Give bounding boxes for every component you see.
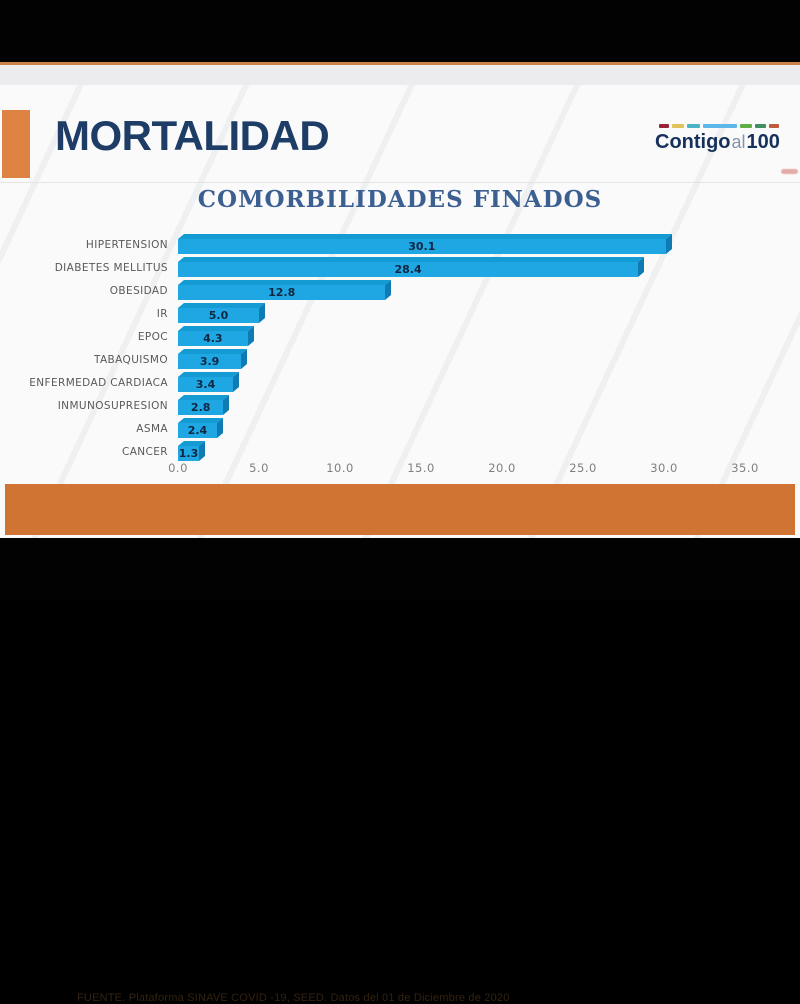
bar-row: CANCER 1.3 [0,440,800,463]
category-label: CANCER [121,445,168,458]
bar-value-label: 3.9 [199,355,220,368]
logo-dash [703,124,737,128]
x-axis: 0.0 5.0 10.0 15.0 20.0 25.0 30.0 35.0 [168,461,758,477]
bar-side-face [241,348,248,369]
top-letterbox-bar [0,0,800,62]
category-label: ENFERMEDAD CARDIACA [29,376,168,389]
category-label: IR [156,307,168,320]
bar-value-label: 5.0 [208,309,229,322]
x-axis-tick-label: 0.0 [168,461,188,475]
logo-dash [769,124,779,128]
header-divider-line [0,182,800,183]
header-gray-band [0,65,800,85]
bar-row: EPOC 4.3 [0,325,800,348]
bar-side-face [665,233,672,254]
bar: 3.9 [178,348,248,369]
category-label: OBESIDAD [109,284,168,297]
logo-dash [672,124,684,128]
top-accent-line [0,62,800,65]
bar: 5.0 [178,302,265,323]
title-accent-block [2,110,30,178]
bar-track: 5.0 [178,302,745,325]
source-note: FUENTE. Plataforma SINAVE COVID -19, SEE… [77,992,510,1004]
bar-row: HIPERTENSION 30.1 [0,233,800,256]
logo-word-contigo: Contigo [655,131,731,153]
diagonal-stripe-pattern [0,85,800,538]
bar-side-face [216,417,223,438]
bar-value-label: 1.3 [178,447,199,460]
x-axis-tick-label: 35.0 [731,461,759,475]
bar-track: 4.3 [178,325,745,348]
bar-track: 1.3 [178,440,745,463]
category-label: TABAQUISMO [93,353,168,366]
bottom-letterbox-bar [0,538,800,600]
bar-row: IR 5.0 [0,302,800,325]
bar-row: TABAQUISMO 3.9 [0,348,800,371]
bar-value-label: 12.8 [268,286,296,299]
bar-row: ASMA 2.4 [0,417,800,440]
bar-row: OBESIDAD 12.8 [0,279,800,302]
bar-track: 3.9 [178,348,745,371]
bar-value-label: 28.4 [394,263,422,276]
logo-dash [755,124,766,128]
bar-value-label: 4.3 [203,332,223,345]
bar-side-face [247,325,254,346]
logo-word-100: 100 [746,131,780,153]
chart-title: COMORBILIDADES FINADOS [197,186,603,213]
bar-value-label: 2.8 [190,401,211,414]
bar-side-face [223,394,230,415]
x-axis-tick-label: 10.0 [326,461,354,475]
category-label: ASMA [136,422,168,435]
bar: 2.8 [178,394,230,415]
bar-row: INMUNOSUPRESION 2.8 [0,394,800,417]
bar-value-label: 2.4 [187,424,208,437]
category-label: HIPERTENSION [85,238,168,251]
bar-track: 3.4 [178,371,745,394]
logo-dashes [659,124,780,128]
bar-track: 28.4 [178,256,745,279]
bar-side-face [199,440,206,461]
bar-value-label: 3.4 [195,378,216,391]
bar-value-label: 30.1 [408,240,436,253]
x-axis-tick-label: 15.0 [407,461,435,475]
bar: 3.4 [178,371,240,392]
x-axis-tick-label: 30.0 [650,461,678,475]
bar: 4.3 [178,325,254,346]
category-label: EPOC [137,330,168,343]
watermark-smudge [781,169,798,174]
bar-track: 12.8 [178,279,745,302]
chart-rows: HIPERTENSION 30.1 DIABETES MELLITUS 28.4 OBE… [0,233,800,463]
bar-side-face [385,279,392,300]
bar-side-face [259,302,265,323]
slide-background [0,85,800,538]
bar-track: 2.8 [178,394,745,417]
bar-row: DIABETES MELLITUS 28.4 [0,256,800,279]
logo-dash [687,124,700,128]
logo-text: Contigoal100 [655,131,780,153]
bar-row: ENFERMEDAD CARDIACA 3.4 [0,371,800,394]
bar-track: 2.4 [178,417,745,440]
footer-band: FUENTE. Plataforma SINAVE COVID -19, SEE… [5,484,795,1004]
logo-dash [740,124,752,128]
category-label: DIABETES MELLITUS [54,261,168,274]
logo-dash [659,124,669,128]
x-axis-tick-label: 25.0 [569,461,597,475]
category-label: INMUNOSUPRESION [57,399,168,412]
bar: 28.4 [178,256,645,277]
bar-side-face [233,371,240,392]
bar: 12.8 [178,279,392,300]
x-axis-tick-label: 20.0 [488,461,516,475]
page-title: MORTALIDAD [55,112,330,159]
bar: 2.4 [178,417,223,438]
logo-word-al: al [731,132,746,152]
bar: 1.3 [178,440,206,461]
x-axis-tick-label: 5.0 [249,461,269,475]
contigo-al-100-logo: Contigoal100 [655,124,780,153]
bar-track: 30.1 [178,233,745,256]
bar: 30.1 [178,233,672,254]
bar-side-face [638,256,645,277]
